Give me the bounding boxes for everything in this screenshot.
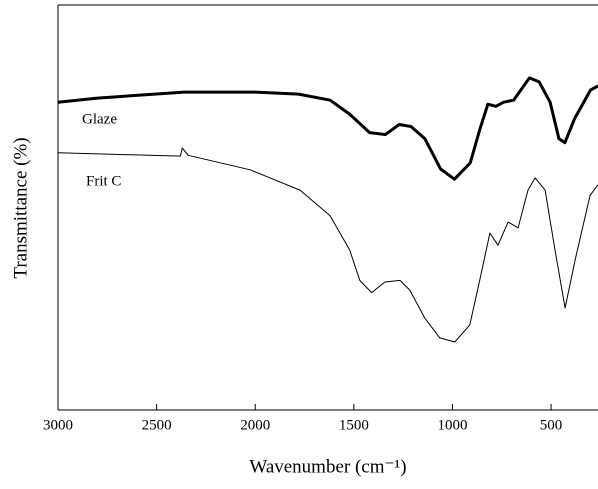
x-tick-label: 3000 [43,417,73,433]
series-label: Glaze [82,111,117,127]
x-axis-title: Wavenumber (cm⁻¹) [249,456,406,477]
series-line [57,76,598,181]
x-tick-label: 1000 [437,417,467,433]
x-tick-label: 500 [540,417,563,433]
series-line [57,147,598,343]
x-tick-label: 2500 [142,417,172,433]
x-tick-label: 2000 [240,417,270,433]
axes-frame [57,4,598,411]
series-label: Frit C [86,173,121,189]
y-axis-title: Transmittance (%) [10,137,31,278]
x-tick-label: 1500 [339,417,369,433]
